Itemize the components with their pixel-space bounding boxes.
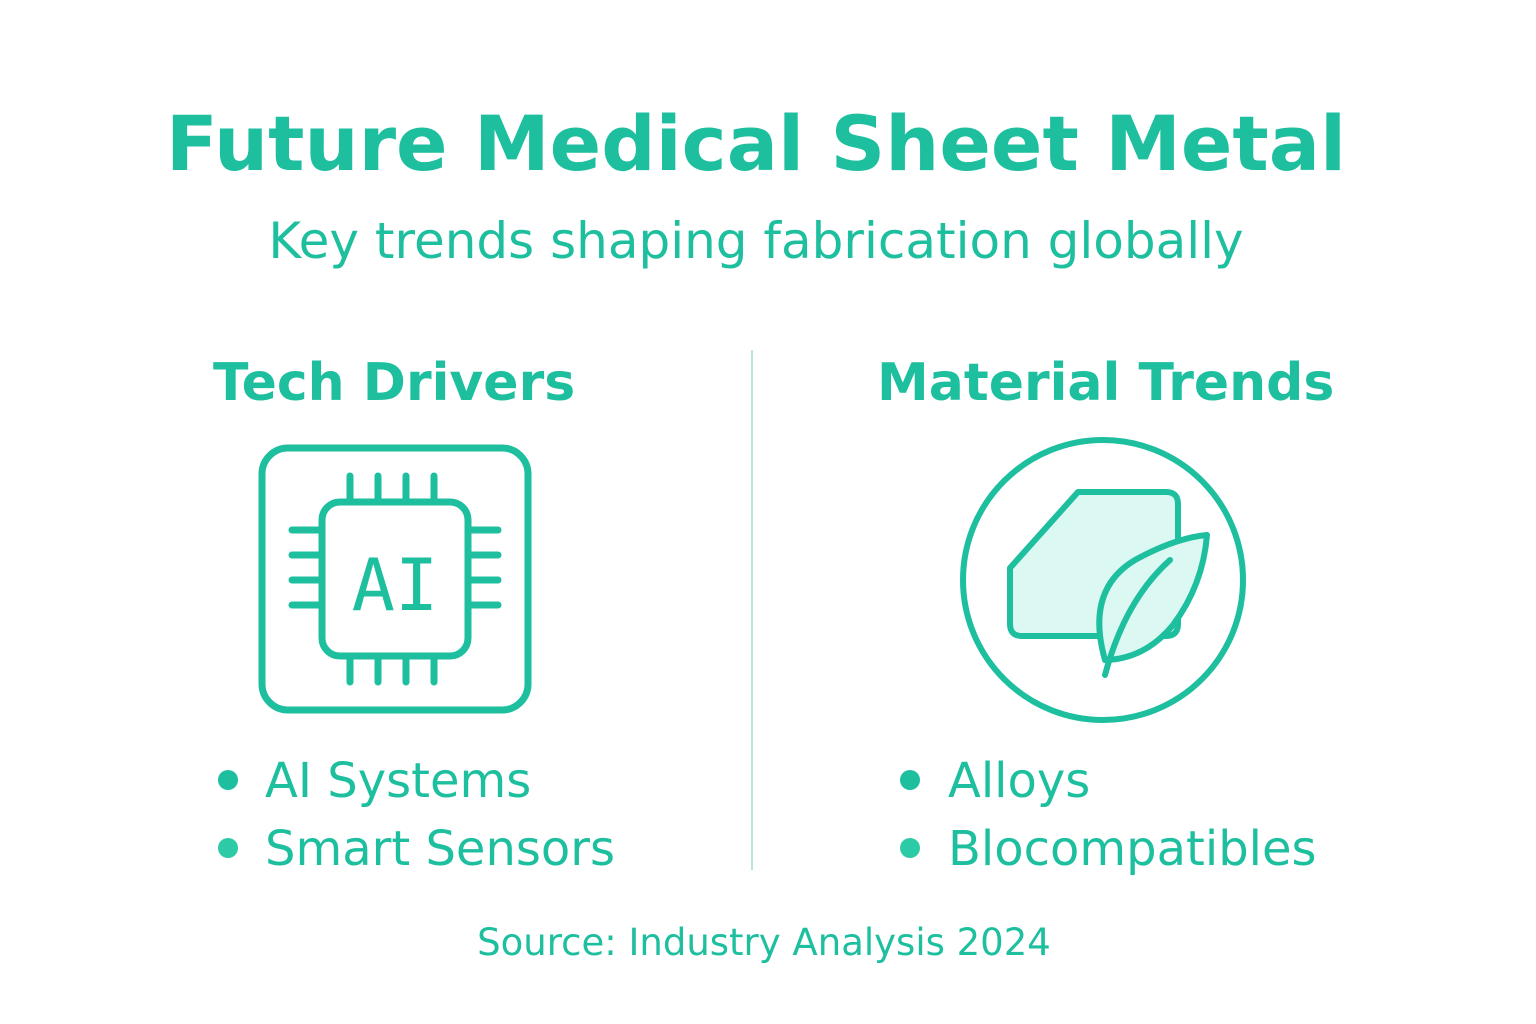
bullet [900, 838, 920, 858]
bullet [218, 770, 238, 790]
list-item: AI Systems [265, 753, 531, 809]
bullet [900, 770, 920, 790]
source: Source: Industry Analysis 2024 [477, 921, 1051, 964]
list-item: Blocompatibles [948, 821, 1317, 877]
icon-label: AI [352, 543, 439, 627]
material-icon [960, 437, 1246, 723]
title: Future Medical Sheet Metal [166, 99, 1346, 188]
column-heading: Tech Drivers [213, 353, 575, 413]
chip-icon [258, 444, 532, 714]
list-item: Alloys [948, 753, 1090, 809]
subtitle: Key trends shaping fabrication globally [268, 212, 1243, 270]
list-item: Smart Sensors [265, 821, 615, 877]
column-heading: Material Trends [877, 353, 1334, 413]
bullet [218, 838, 238, 858]
